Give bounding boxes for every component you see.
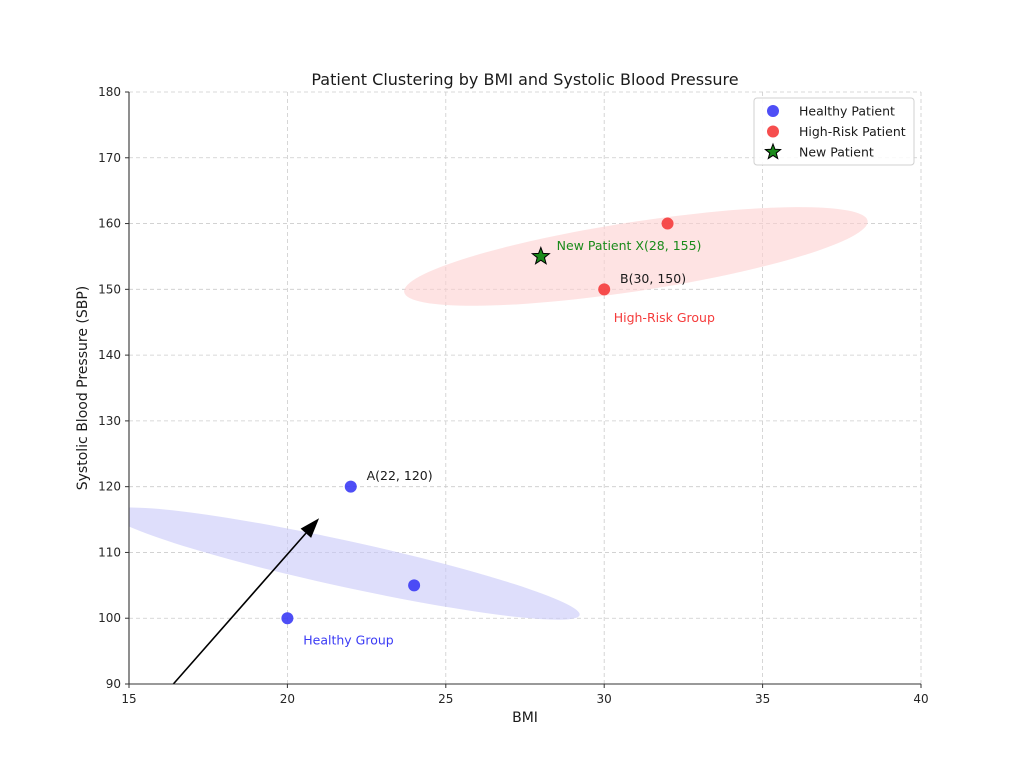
legend-box bbox=[753, 97, 915, 166]
y-tick-label: 170 bbox=[98, 151, 121, 165]
high-risk-patient-point bbox=[598, 283, 611, 296]
y-tick-label: 160 bbox=[98, 217, 121, 231]
cluster-label: Healthy Group bbox=[303, 633, 394, 648]
y-tick-label: 140 bbox=[98, 348, 121, 362]
y-tick-label: 110 bbox=[98, 545, 121, 559]
legend-star-icon bbox=[764, 142, 782, 160]
y-tick-label: 180 bbox=[98, 85, 121, 99]
legend-entry: New Patient bbox=[799, 145, 874, 160]
y-tick-label: 90 bbox=[106, 677, 121, 691]
x-tick-label: 25 bbox=[438, 692, 453, 706]
x-tick-label: 20 bbox=[280, 692, 295, 706]
y-tick-label: 130 bbox=[98, 414, 121, 428]
y-tick-label: 120 bbox=[98, 480, 121, 494]
legend-entry: High-Risk Patient bbox=[799, 124, 906, 139]
cluster-ellipse bbox=[404, 207, 868, 306]
point-annotation: New Patient X(28, 155) bbox=[557, 238, 702, 253]
cluster-ellipses bbox=[129, 207, 868, 620]
healthy-patient-point bbox=[344, 480, 357, 493]
cluster-ellipse bbox=[129, 507, 580, 620]
arrow-shaft bbox=[172, 532, 307, 685]
axes: 15 20 25 30 35 40 90 100 110 120 130 140 150 160 170 18… bbox=[98, 85, 929, 706]
point-annotation: B(30, 150) bbox=[620, 271, 686, 286]
x-tick-label: 30 bbox=[597, 692, 612, 706]
healthy-patient-point bbox=[281, 612, 294, 625]
point-annotation: A(22, 120) bbox=[367, 468, 433, 483]
legend-marker-icon bbox=[767, 105, 779, 117]
new-patient-marker bbox=[530, 246, 551, 265]
healthy-patient-point bbox=[408, 579, 421, 592]
x-axis-label: BMI bbox=[512, 710, 538, 726]
arrow-annotation bbox=[172, 518, 320, 685]
legend: Healthy Patient High-Risk Patient New Pati… bbox=[753, 97, 915, 166]
annotations: A(22, 120) B(30, 150) New Patient X(28, 15… bbox=[303, 238, 715, 648]
data-points bbox=[281, 217, 674, 625]
y-tick-label: 100 bbox=[98, 611, 121, 625]
y-tick-label: 150 bbox=[98, 282, 121, 296]
arrow-head bbox=[300, 518, 320, 538]
x-tick-label: 15 bbox=[121, 692, 136, 706]
high-risk-patient-point bbox=[661, 217, 674, 230]
y-axis-label: Systolic Blood Pressure (SBP) bbox=[75, 286, 91, 491]
cluster-label: High-Risk Group bbox=[614, 310, 715, 325]
x-tick-label: 35 bbox=[755, 692, 770, 706]
legend-entry: Healthy Patient bbox=[799, 104, 895, 119]
legend-marker-icon bbox=[767, 125, 779, 138]
chart-title: Patient Clustering by BMI and Systolic B… bbox=[311, 70, 738, 89]
x-tick-label: 40 bbox=[913, 692, 928, 706]
